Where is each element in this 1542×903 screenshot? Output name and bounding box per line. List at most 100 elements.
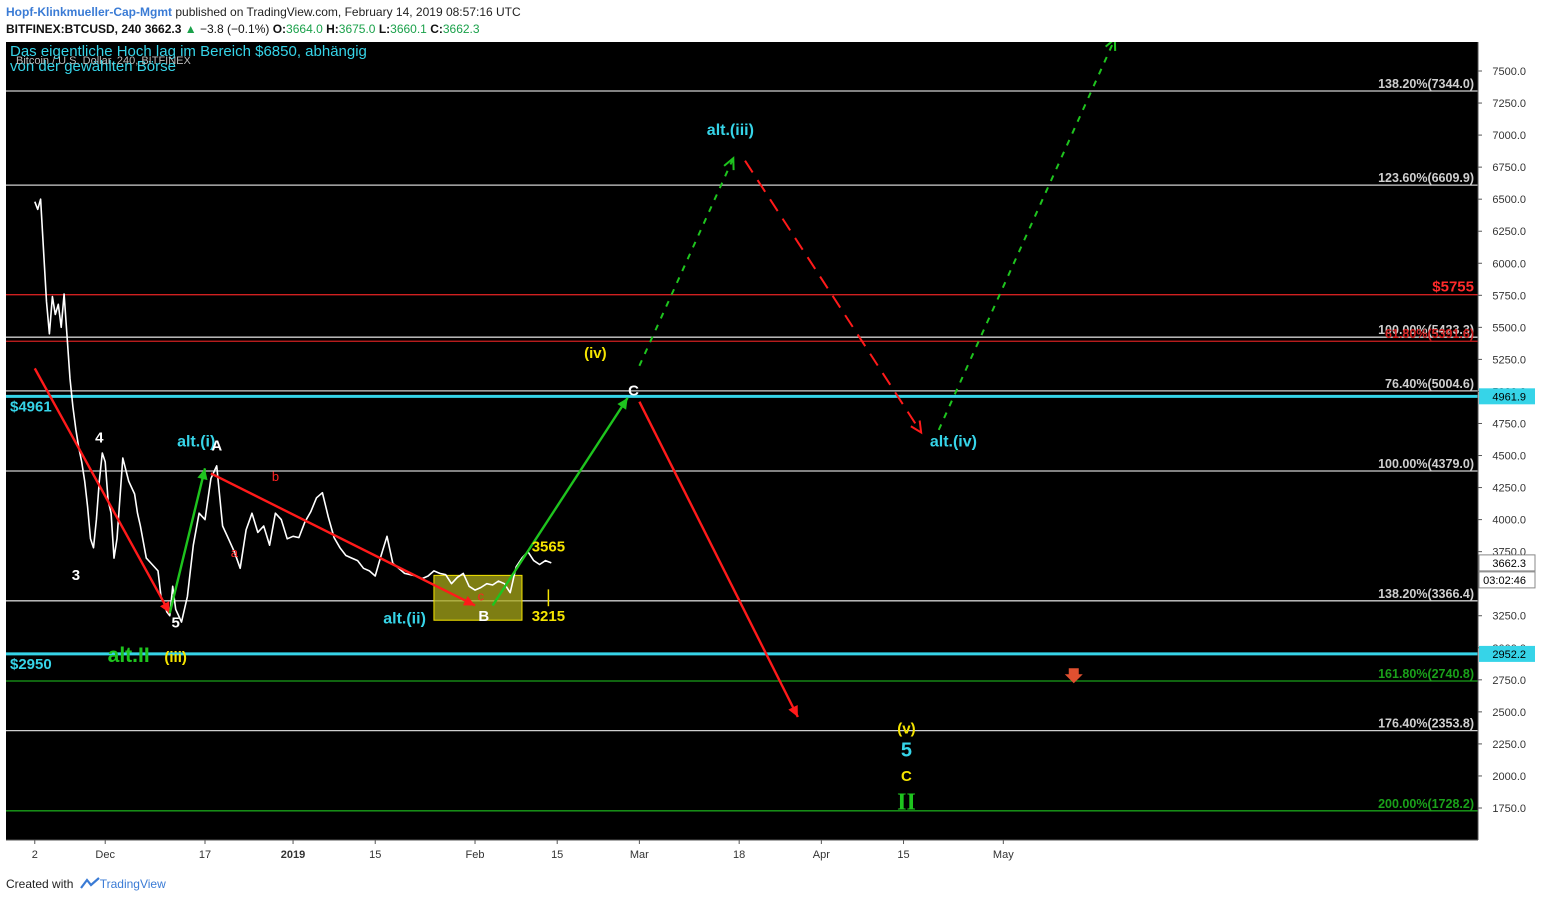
fib-label: 61.80%(5391.6) [1385, 327, 1474, 341]
x-tick-label: Apr [813, 849, 830, 861]
high-label: H: [326, 22, 339, 36]
time-axis-bg [6, 840, 1536, 868]
wave-label: c [478, 588, 485, 603]
y-tick-label: 4750.0 [1492, 418, 1526, 430]
y-tick-label: 7500.0 [1492, 66, 1526, 78]
wave-label: alt.II [108, 644, 150, 667]
price-chart[interactable]: 138.20%(7344.0) 123.60%(6609.9) $5755 100.0… [6, 42, 1536, 868]
fib-label: 176.40%(2353.8) [1378, 717, 1474, 731]
fib-label: 100.00%(5423.3) [1378, 323, 1474, 337]
countdown-bg [1478, 571, 1536, 589]
y-tick-label: 4250.0 [1492, 483, 1526, 495]
publish-note: published on TradingView.com, February 1… [175, 5, 521, 19]
y-tick-label: 5500.0 [1492, 322, 1526, 334]
y-tick-label: 2500.0 [1492, 707, 1526, 719]
wave-label: 3565 [532, 539, 565, 556]
y-tick-label: 4000.0 [1492, 515, 1526, 527]
level-price-label: $4961 [10, 398, 52, 415]
x-tick-label: Feb [466, 849, 485, 861]
arrow-head [788, 704, 798, 717]
price-tag-bg [1478, 554, 1536, 572]
arrow-head [197, 468, 208, 481]
y-tick-label: 3250.0 [1492, 611, 1526, 623]
wave-label: C [901, 768, 912, 785]
y-tick-label: 2750.0 [1492, 675, 1526, 687]
wave-arrow [210, 472, 476, 607]
x-tick-label: Mar [630, 849, 649, 861]
price-tag-bg [1479, 388, 1535, 405]
arrow-head [723, 156, 735, 171]
x-tick-label: Dec [95, 849, 115, 861]
symbol-name: BITFINEX:BTCUSD, 240 [6, 22, 142, 36]
y-tick-label: 1750.0 [1492, 803, 1526, 815]
x-tick-label: May [993, 849, 1014, 861]
overlay-text: Das eigentliche Hoch lag im Bereich $685… [10, 43, 367, 75]
fib-label: 123.60%(6609.9) [1378, 171, 1474, 185]
level-price-label: $5755 [1432, 279, 1474, 296]
fib-label: 138.20%(7344.0) [1378, 77, 1474, 91]
y-tick-label: 5250.0 [1492, 354, 1526, 366]
arrow-head [910, 420, 923, 435]
tradingview-logo-icon [79, 877, 100, 892]
wave-label: (iii) [164, 649, 187, 666]
x-tick-label: 15 [369, 849, 381, 861]
tradingview-link[interactable]: TradingView [99, 877, 166, 891]
x-tick-label: 18 [733, 849, 745, 861]
note-line-1: Das eigentliche Hoch lag im Bereich $685… [10, 43, 367, 60]
price-tag: 4961.9 [1492, 391, 1526, 403]
y-tick-label: 5750.0 [1492, 290, 1526, 302]
high-value: 3675.0 [338, 22, 376, 36]
y-tick-label: 6750.0 [1492, 162, 1526, 174]
open-value: 3664.0 [286, 22, 323, 36]
arrow-head [617, 397, 628, 410]
price-change: −3.8 (−0.1%) [199, 22, 270, 36]
wave-label: C [628, 382, 639, 399]
wave-label: B [478, 608, 489, 625]
y-tick-label: 6500.0 [1492, 194, 1526, 206]
wave-label: 3 [72, 567, 80, 584]
author-name[interactable]: Hopf-Klinkmueller-Cap-Mgmt [6, 5, 172, 19]
arrow-head [1105, 42, 1117, 51]
level-price-label: $2950 [10, 656, 52, 673]
price-axis[interactable]: 1750.02000.02250.02500.02750.03000.03250… [1477, 42, 1536, 840]
x-tick-label: 15 [551, 849, 563, 861]
wave-label: alt.(iii) [707, 122, 754, 139]
countdown: 03:02:46 [1483, 575, 1526, 587]
x-tick-label: 17 [199, 849, 211, 861]
wave-arrows [33, 42, 1117, 718]
down-arrow-icon [1064, 668, 1083, 684]
triangle-up-icon: ▲ [184, 22, 197, 36]
wave-arrow [638, 401, 799, 718]
time-axis[interactable]: 2 Dec 17 2019 15 Feb 15 Mar 18 Apr 15 May [6, 839, 1536, 868]
wave-label: alt.(i) [177, 434, 215, 451]
y-tick-label: 4500.0 [1492, 451, 1526, 463]
wave-label: A [211, 437, 222, 454]
y-tick-label: 6000.0 [1492, 258, 1526, 270]
y-tick-label: 6250.0 [1492, 226, 1526, 238]
wave-label: b [272, 469, 279, 484]
symbol-info: BITFINEX:BTCUSD, 240 3662.3 ▲ −3.8 (−0.1… [6, 22, 480, 36]
wave-arrow [744, 160, 922, 433]
y-tick-label: 2000.0 [1492, 771, 1526, 783]
fib-label: 76.40%(5004.6) [1385, 377, 1474, 391]
x-tick-label: 2019 [281, 849, 305, 861]
price-tag: 3662.3 [1492, 558, 1526, 570]
x-tick-label: 2 [32, 849, 38, 861]
series-title: Bitcoin / U.S. Dollar, 240, BITFINEX [16, 55, 192, 67]
wave-label: a [231, 545, 239, 560]
arrow-head [463, 595, 476, 606]
wave-label: alt.(iv) [930, 434, 977, 451]
x-tick-label: 15 [897, 849, 909, 861]
arrow-head [159, 601, 170, 614]
fib-label: 100.00%(4379.0) [1378, 457, 1474, 471]
y-tick-label: 2250.0 [1492, 739, 1526, 751]
wave-arrow [33, 367, 171, 614]
publish-info: Hopf-Klinkmueller-Cap-Mgmt published on … [6, 5, 521, 19]
y-tick-label: 7250.0 [1492, 98, 1526, 110]
wave-label: 3215 [532, 608, 565, 625]
fib-label: 138.20%(3366.4) [1378, 587, 1474, 601]
price-series [34, 198, 552, 623]
wave-label: 4 [95, 430, 104, 447]
price-tag: 2952.2 [1492, 649, 1526, 661]
